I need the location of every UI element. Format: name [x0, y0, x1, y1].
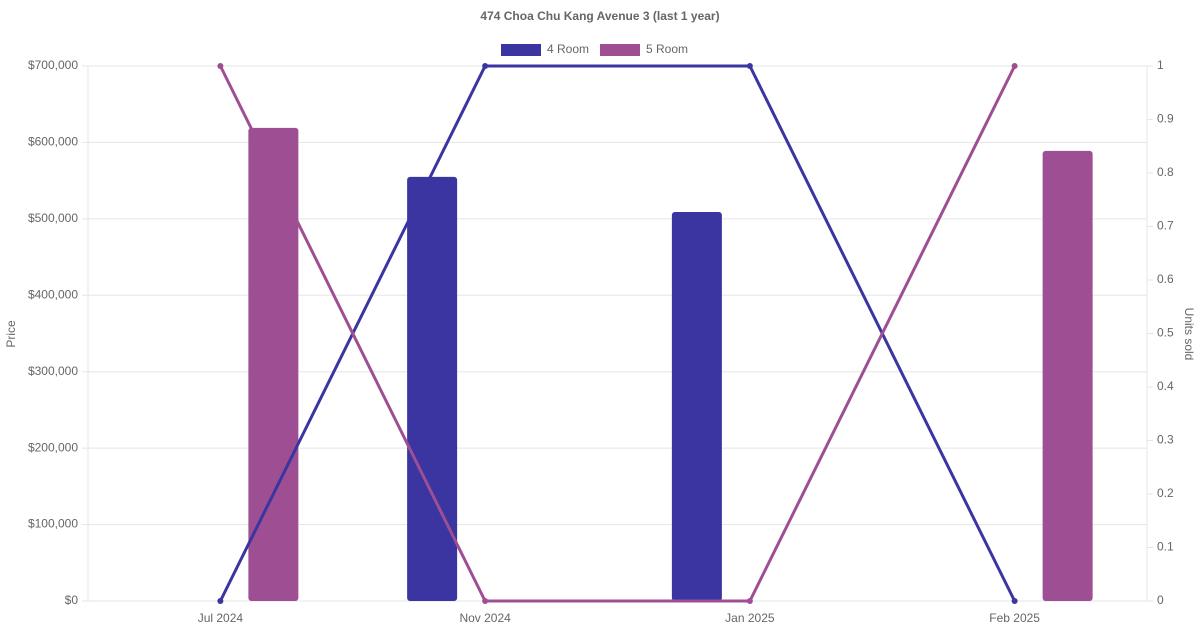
y-tick-label: $200,000: [28, 440, 78, 454]
y-tick-label: $100,000: [28, 517, 78, 531]
x-tick-label: Jan 2025: [725, 611, 775, 625]
point: [217, 598, 224, 604]
chart-title: 474 Choa Chu Kang Avenue 3 (last 1 year): [480, 9, 719, 23]
bar: [1042, 150, 1093, 602]
line: [219, 65, 1016, 603]
x-tick-label: Feb 2025: [989, 611, 1040, 625]
y2-tick-label: 0.1: [1157, 540, 1174, 554]
y2-tick-label: 0: [1157, 593, 1164, 607]
y2-tick-label: 1: [1157, 58, 1164, 72]
y-tick-label: $400,000: [28, 287, 78, 301]
bar: [248, 127, 299, 602]
bar: [407, 176, 458, 602]
point: [1011, 598, 1018, 604]
y-tick-label: $500,000: [28, 211, 78, 225]
x-tick-label: Nov 2024: [459, 611, 511, 625]
y2-tick-label: 0.3: [1157, 433, 1174, 447]
legend-label: 4 Room: [547, 42, 589, 56]
y2-tick-label: 0.5: [1157, 326, 1174, 340]
point: [746, 63, 753, 69]
y-tick-label: $600,000: [28, 135, 78, 149]
y-tick-label: $700,000: [28, 58, 78, 72]
y-tick-label: $0: [65, 593, 79, 607]
point: [746, 598, 753, 604]
y2-tick-label: 0.6: [1157, 272, 1174, 286]
y2-tick-label: 0.4: [1157, 379, 1174, 393]
legend-swatch: [501, 44, 541, 56]
y2-tick-label: 0.7: [1157, 219, 1174, 233]
bar: [671, 211, 722, 601]
y-axis-title: Price: [4, 320, 18, 348]
point: [1011, 63, 1018, 69]
point: [482, 598, 489, 604]
y2-tick-label: 0.9: [1157, 112, 1174, 126]
point: [482, 63, 489, 69]
x-tick-label: Jul 2024: [198, 611, 244, 625]
line: [219, 64, 1016, 602]
y2-tick-label: 0.2: [1157, 486, 1174, 500]
legend-label: 5 Room: [646, 42, 688, 56]
legend-swatch: [600, 44, 640, 56]
y2-axis-title: Units sold: [1182, 308, 1196, 361]
y-tick-label: $300,000: [28, 364, 78, 378]
point: [217, 63, 224, 69]
y2-tick-label: 0.8: [1157, 165, 1174, 179]
